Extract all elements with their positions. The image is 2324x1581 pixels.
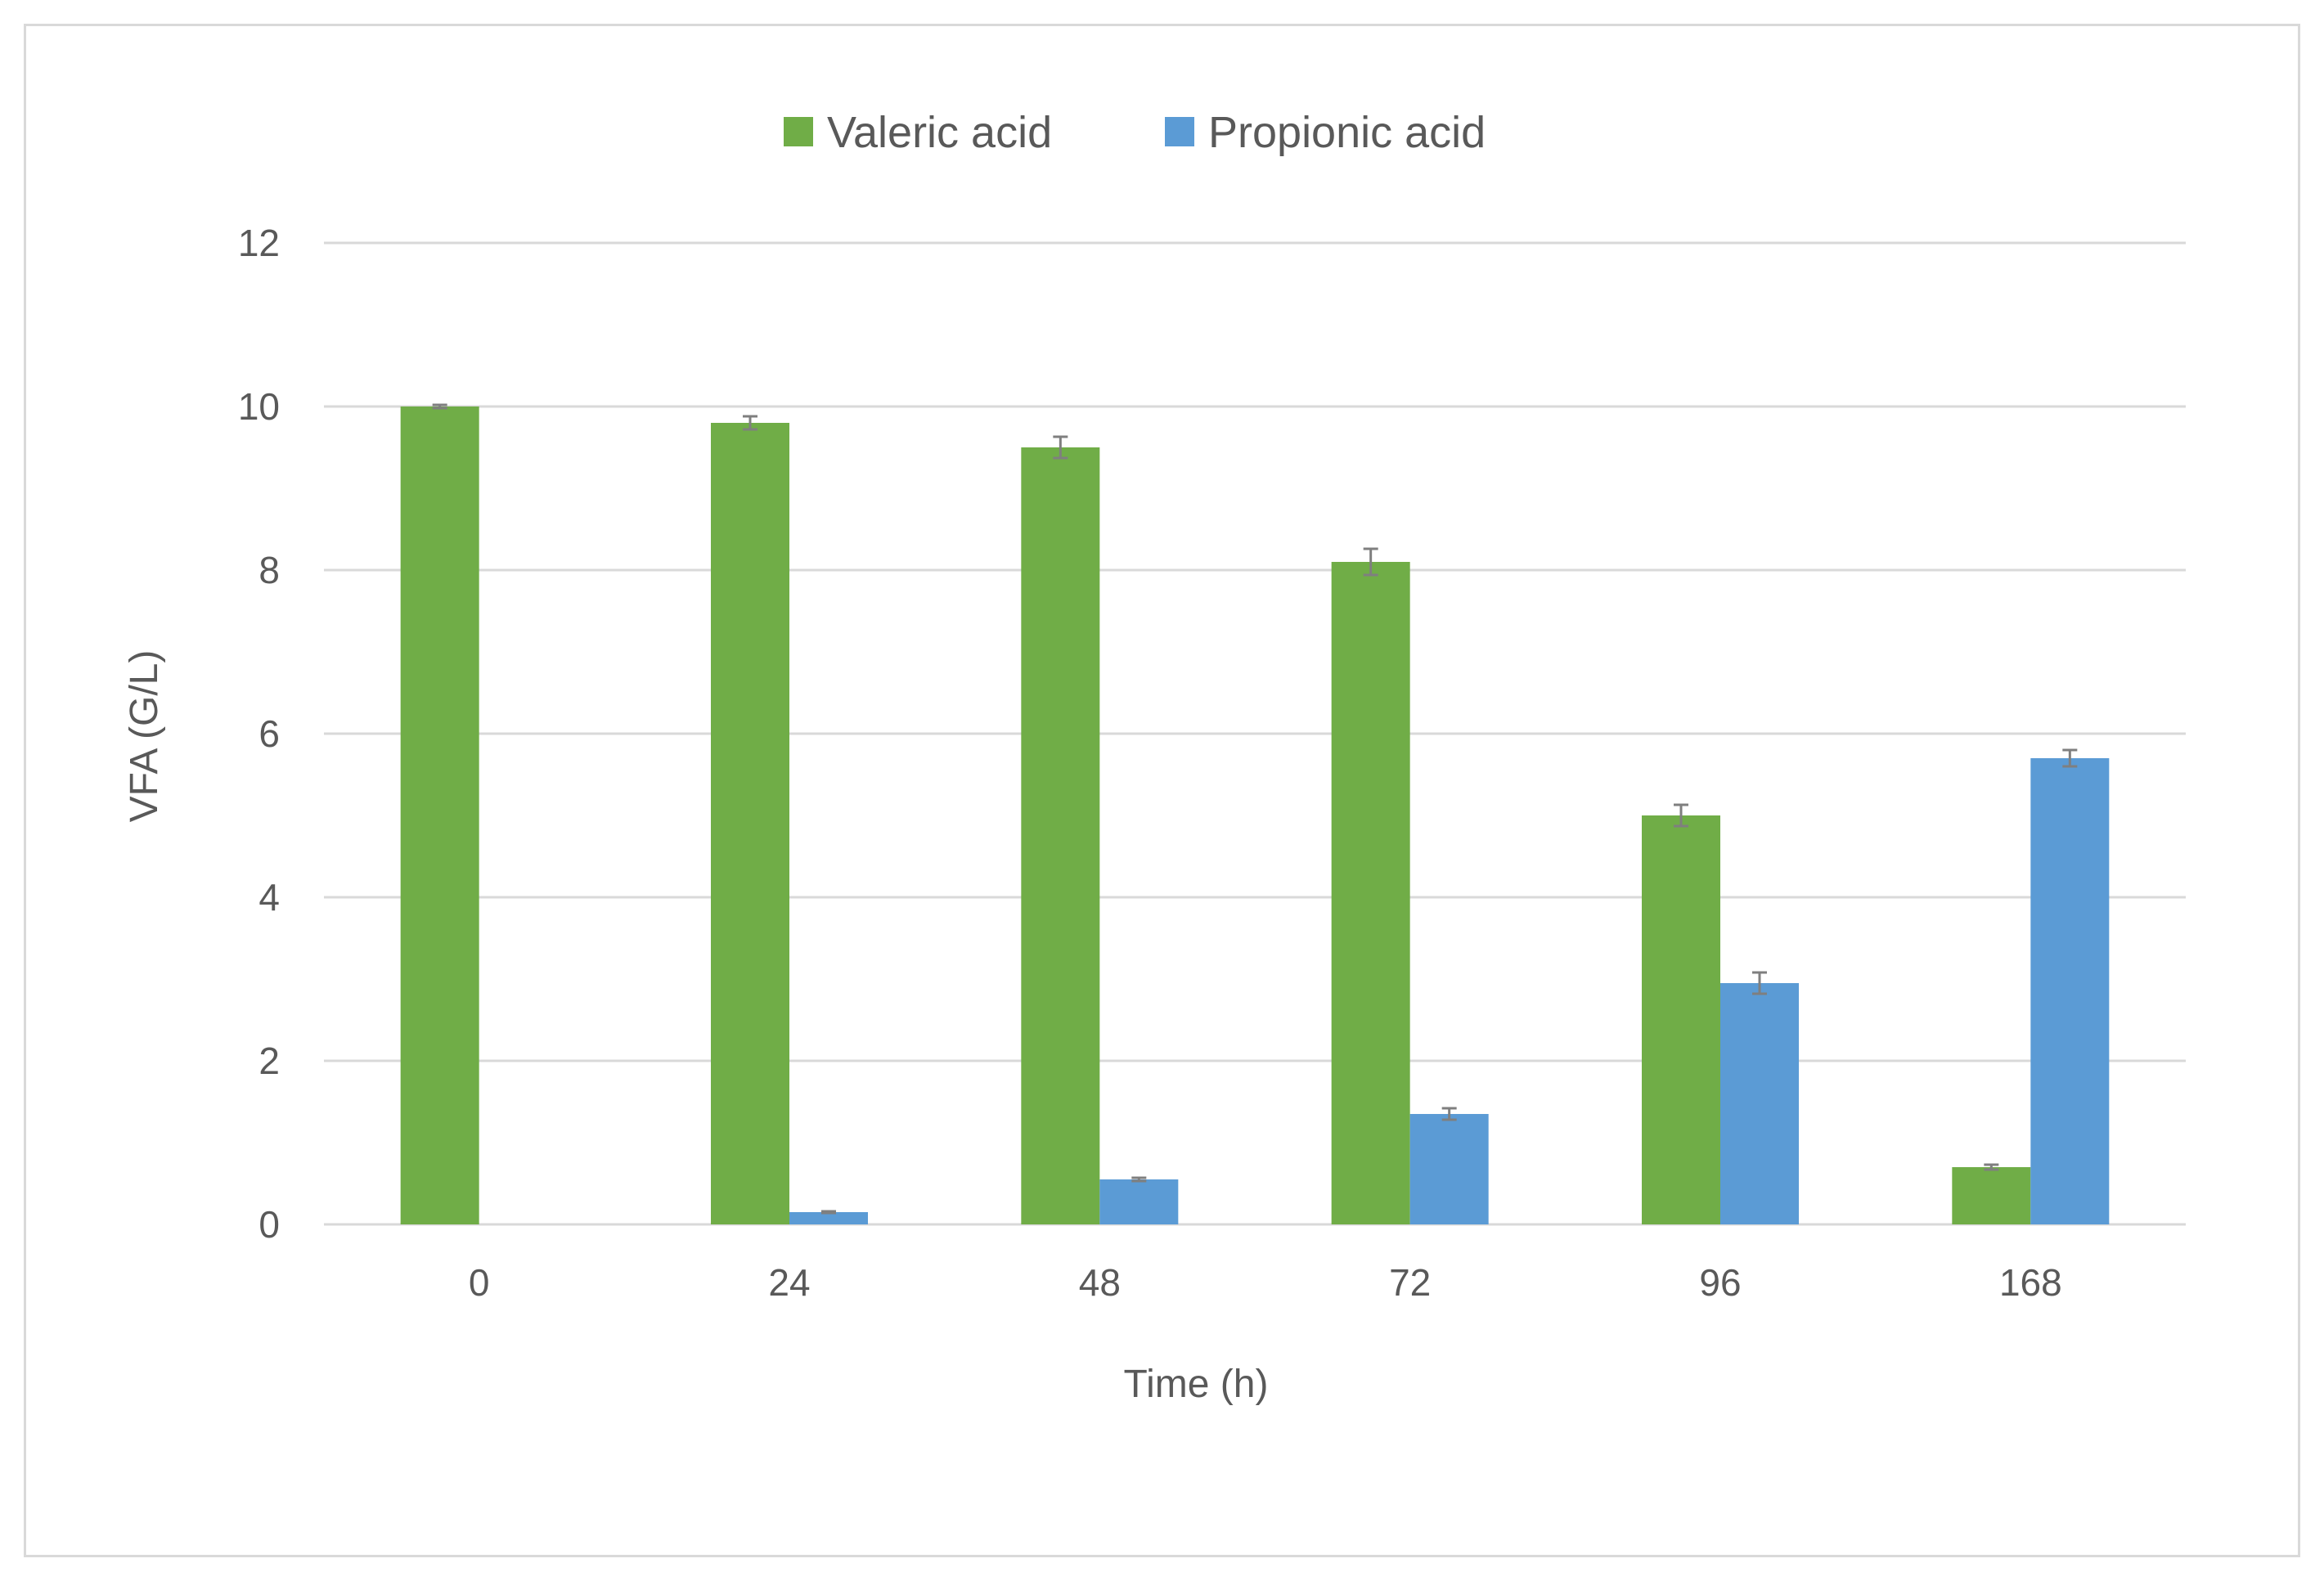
- bar-propionic-acid-48: [1099, 1179, 1179, 1224]
- bar-valeric-acid-72: [1331, 562, 1410, 1224]
- bar-propionic-acid-96: [1720, 983, 1799, 1224]
- y-tick-label: 12: [238, 222, 280, 264]
- bar-valeric-acid-168: [1952, 1167, 2031, 1224]
- x-axis-ticks: 0 24 48 72 96 168: [469, 1261, 2062, 1304]
- error-bar-propionic-acid-72: [1441, 1107, 1457, 1121]
- bar-valeric-acid-0: [400, 406, 479, 1224]
- legend-label: Valeric acid: [827, 108, 1052, 157]
- legend-swatch: [784, 117, 813, 146]
- error-bar-valeric-acid-168: [1984, 1163, 1999, 1171]
- x-axis-title: Time (h): [1124, 1363, 1269, 1406]
- legend-item-valeric-acid: Valeric acid: [784, 108, 1052, 157]
- bars: [400, 406, 2110, 1224]
- y-tick-label: 8: [258, 549, 280, 591]
- bar-valeric-acid-24: [711, 423, 789, 1224]
- error-bar-valeric-acid-72: [1363, 547, 1378, 577]
- error-bars: [432, 403, 2078, 1215]
- legend-swatch: [1165, 117, 1194, 146]
- y-axis-title: VFA (G/L): [123, 650, 166, 823]
- error-bar-propionic-acid-168: [2062, 748, 2078, 768]
- bar-propionic-acid-168: [2030, 758, 2110, 1224]
- legend-item-propionic-acid: Propionic acid: [1165, 108, 1486, 157]
- error-bar-propionic-acid-96: [1752, 971, 1767, 995]
- y-tick-label: 4: [258, 876, 280, 919]
- bar-valeric-acid-96: [1642, 815, 1720, 1224]
- x-tick-label: 96: [1699, 1261, 1741, 1304]
- bar-propionic-acid-72: [1409, 1114, 1489, 1224]
- x-tick-label: 0: [469, 1261, 490, 1304]
- error-bar-valeric-acid-0: [432, 403, 447, 410]
- y-tick-label: 0: [258, 1203, 280, 1246]
- y-tick-label: 10: [238, 385, 280, 428]
- bar-propionic-acid-24: [789, 1212, 868, 1224]
- grid: [324, 241, 2186, 1226]
- y-tick-label: 6: [258, 712, 280, 755]
- x-tick-label: 72: [1389, 1261, 1431, 1304]
- error-bar-propionic-acid-48: [1131, 1176, 1147, 1183]
- bar-valeric-acid-48: [1021, 447, 1100, 1224]
- error-bar-valeric-acid-96: [1674, 803, 1688, 828]
- y-tick-label: 2: [258, 1040, 280, 1082]
- legend: Valeric acid Propionic acid: [784, 108, 1486, 157]
- error-bar-valeric-acid-48: [1053, 435, 1068, 460]
- error-bar-valeric-acid-24: [743, 415, 757, 431]
- y-axis-ticks: 0 2 4 6 8 10 12: [238, 222, 280, 1246]
- error-bar-propionic-acid-24: [821, 1210, 836, 1215]
- x-tick-label: 48: [1079, 1261, 1121, 1304]
- x-tick-label: 168: [1999, 1261, 2062, 1304]
- x-tick-label: 24: [768, 1261, 810, 1304]
- legend-label: Propionic acid: [1208, 108, 1486, 157]
